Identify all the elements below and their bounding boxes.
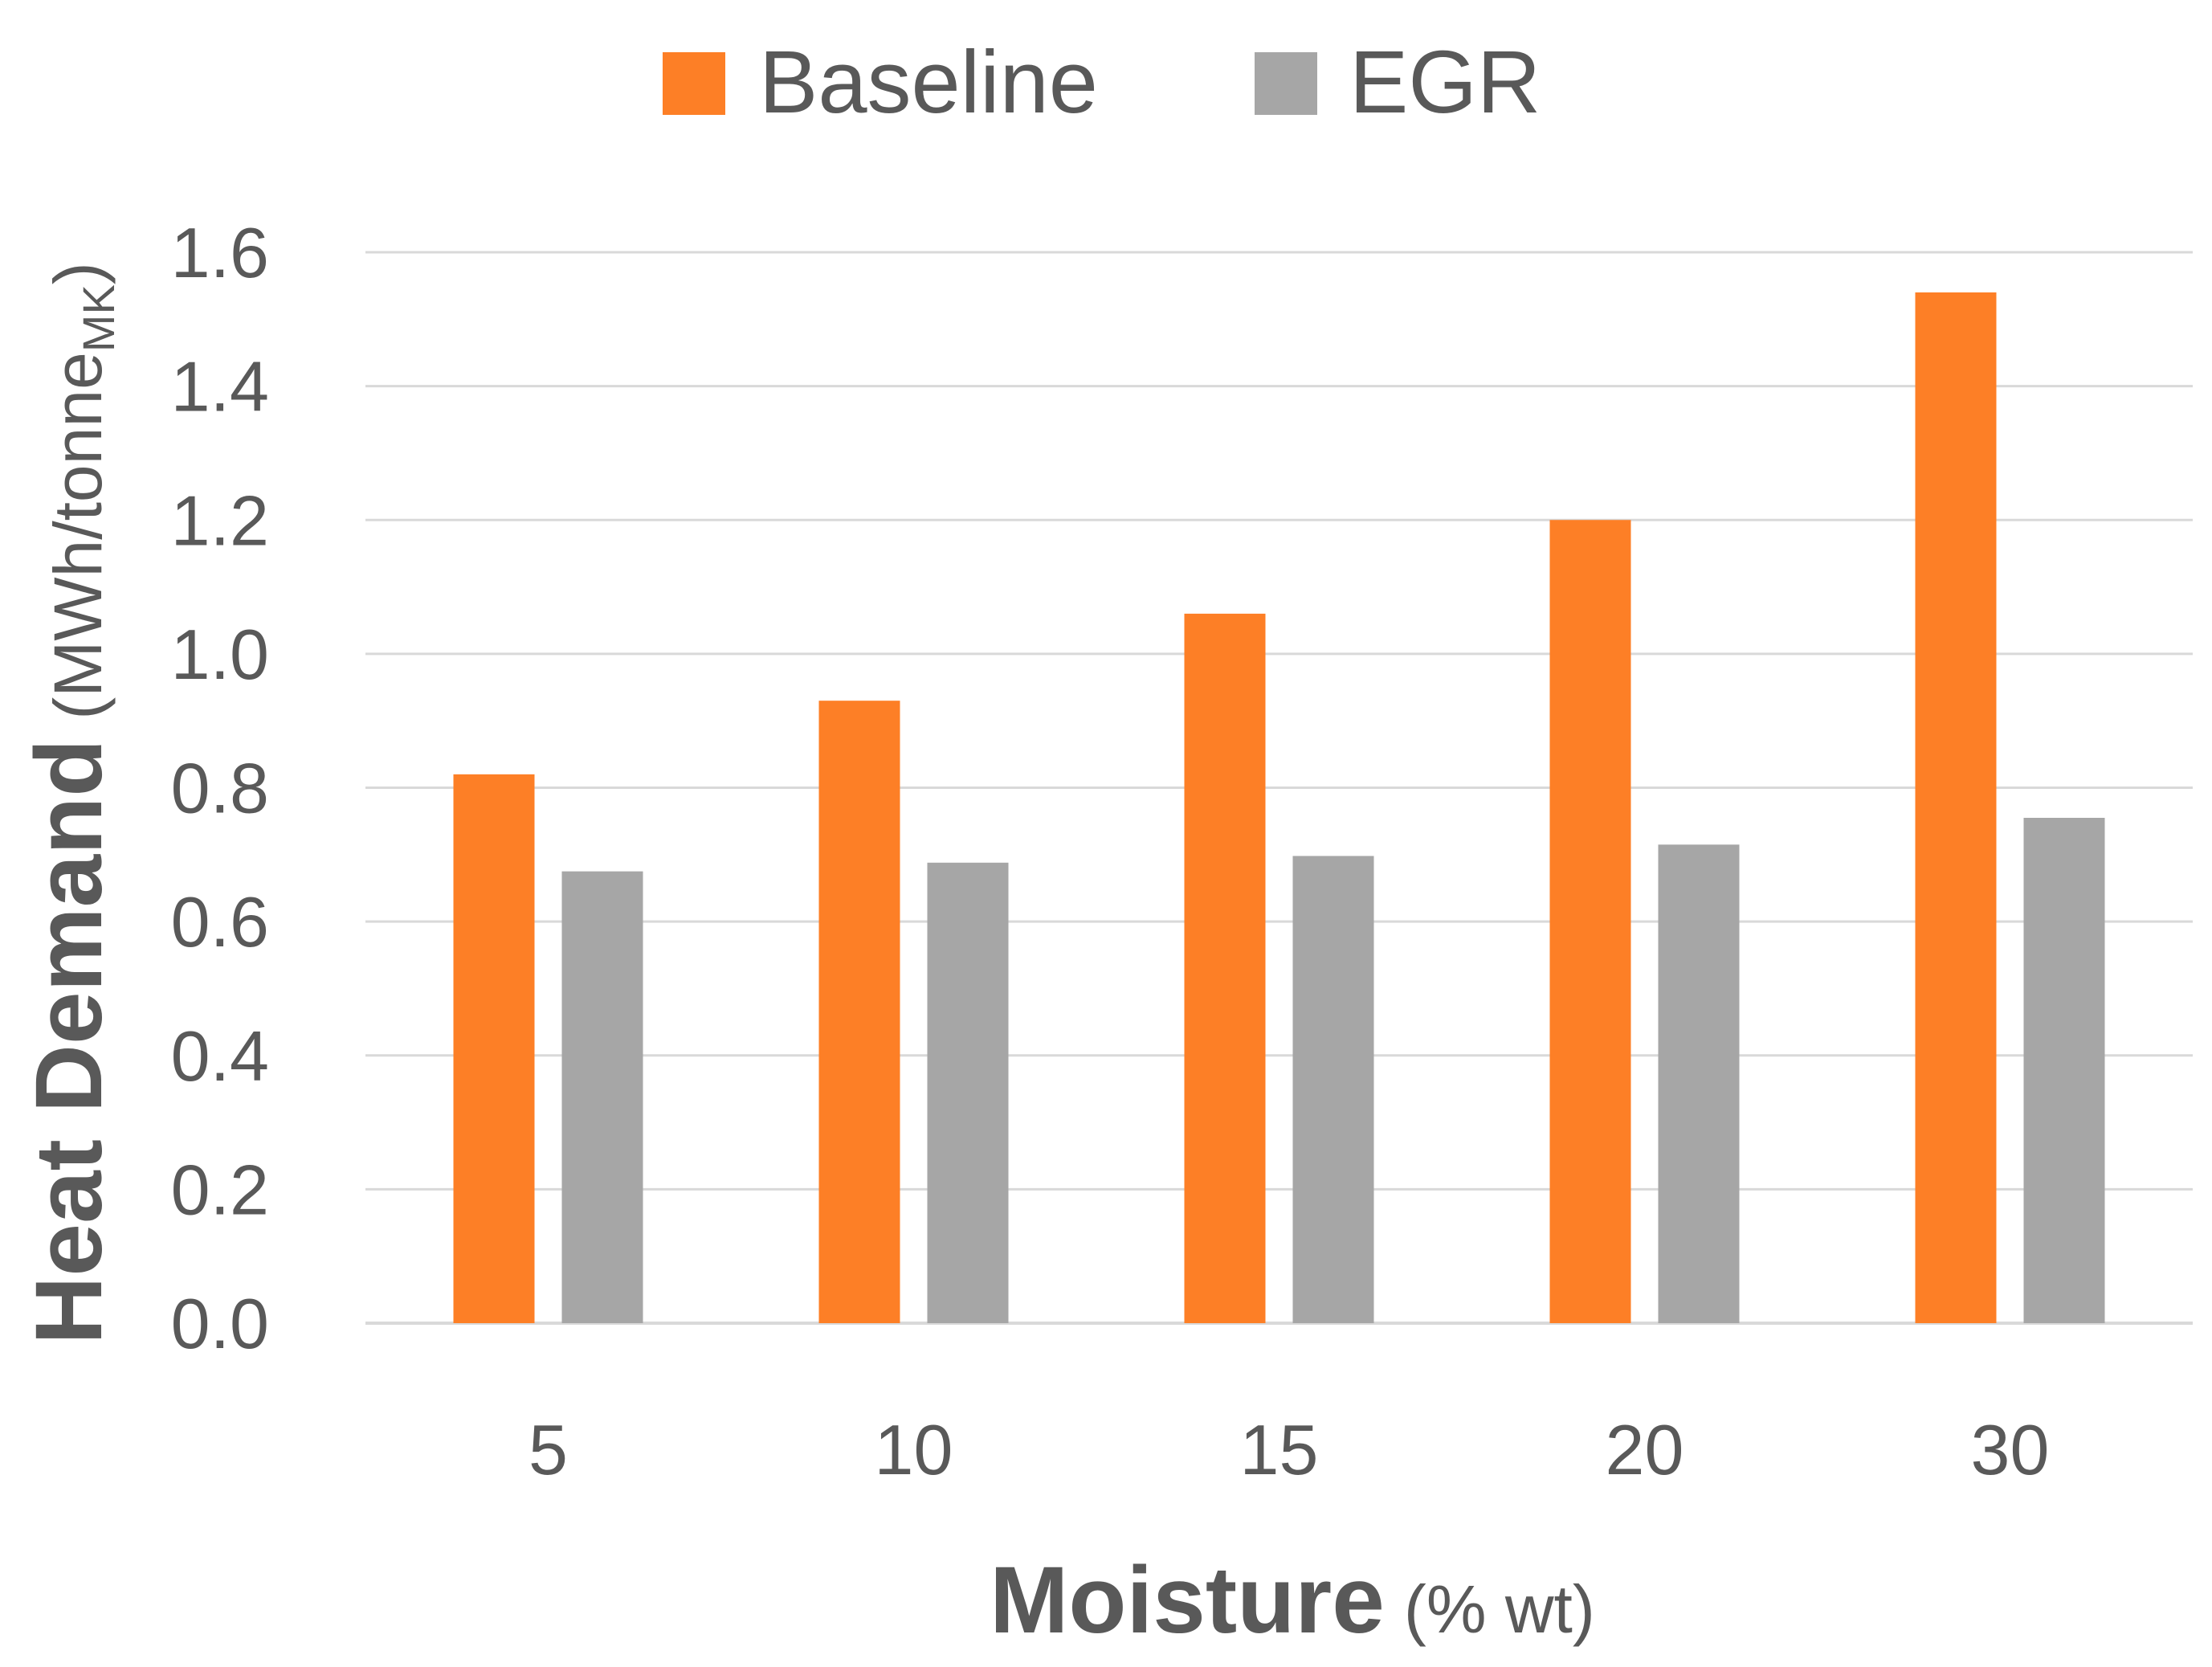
bar-egr-30: [2023, 817, 2105, 1323]
y-tick-label: 0.2: [171, 1150, 269, 1229]
x-axis-title: Moisture (% wt): [990, 1547, 1595, 1653]
legend-swatch-baseline: [663, 52, 725, 115]
y-tick-label: 1.0: [171, 615, 269, 694]
bar-baseline-5: [453, 774, 535, 1323]
bar-baseline-20: [1549, 520, 1631, 1323]
legend-label-egr: EGR: [1349, 33, 1541, 132]
bar-egr-15: [1292, 856, 1374, 1323]
y-axis-title-unit-close: ): [40, 262, 116, 284]
y-tick-label: 1.6: [171, 213, 269, 292]
x-tick-label: 10: [875, 1410, 953, 1489]
y-axis-title-main: Heat Demand: [16, 739, 122, 1345]
bar-baseline-10: [818, 701, 900, 1323]
y-axis-title-unit: (MWh/tonne: [40, 352, 116, 720]
x-axis-ticks: 5 10 15 20 30: [529, 1410, 2049, 1489]
y-axis-ticks: 0.0 0.2 0.4 0.6 0.8 1.0 1.2 1.4 1.6: [171, 213, 269, 1363]
y-tick-label: 0.8: [171, 749, 269, 828]
legend: Baseline EGR: [663, 33, 1541, 132]
bar-egr-20: [1658, 844, 1740, 1323]
y-tick-label: 0.6: [171, 882, 269, 962]
x-tick-label: 30: [1971, 1410, 2050, 1489]
x-axis-title-main: Moisture: [990, 1547, 1385, 1653]
x-axis-title-unit: (% wt): [1404, 1571, 1595, 1647]
y-tick-label: 1.4: [171, 347, 269, 427]
y-axis-title-unit-subscript: MK: [73, 284, 124, 352]
legend-swatch-egr: [1255, 52, 1317, 115]
bar-egr-5: [561, 871, 643, 1323]
y-tick-label: 0.0: [171, 1284, 269, 1363]
y-tick-label: 0.4: [171, 1016, 269, 1096]
bar-egr-10: [927, 862, 1009, 1323]
x-tick-label: 5: [529, 1410, 568, 1489]
legend-label-baseline: Baseline: [759, 33, 1098, 132]
bars: [453, 292, 2105, 1323]
y-axis-title: Heat Demand (MWh/tonneMK): [16, 262, 124, 1345]
x-tick-label: 15: [1240, 1410, 1319, 1489]
bar-baseline-15: [1184, 613, 1266, 1323]
y-tick-label: 1.2: [171, 480, 269, 560]
bar-baseline-30: [1915, 292, 1997, 1323]
x-tick-label: 20: [1606, 1410, 1684, 1489]
gridlines: [365, 251, 2193, 1325]
